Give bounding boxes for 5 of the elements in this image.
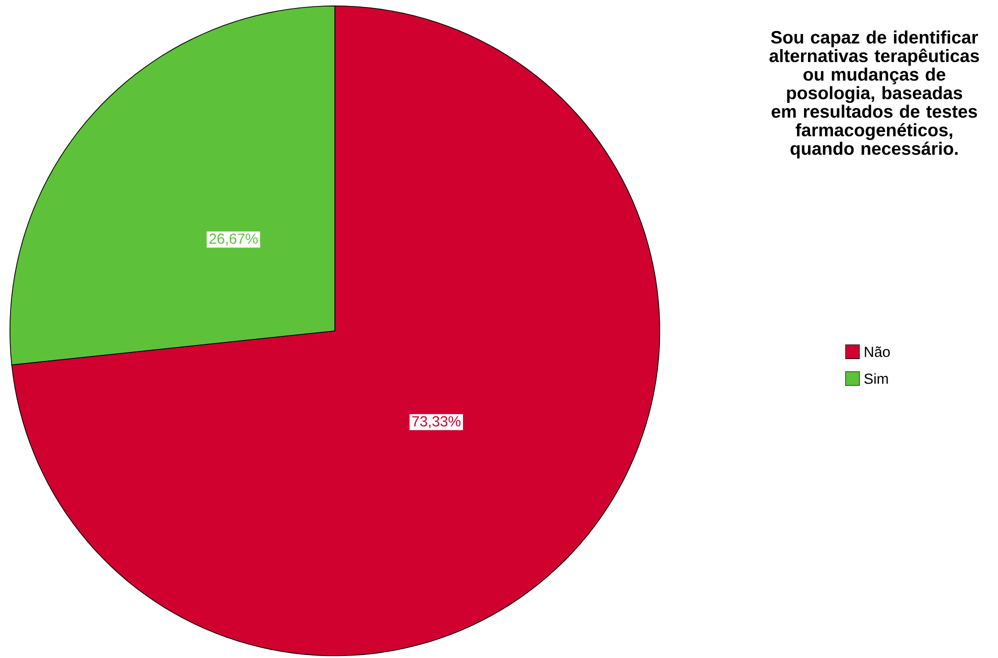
data-label: 26,67% bbox=[209, 234, 258, 246]
legend-label: Sim bbox=[864, 373, 888, 384]
legend-title: Sou capaz de identificar alternativas terapêuticas ou mudanças de posologia, baseadas em resultados de testes farmacogenéticos, quando necessário. bbox=[770, 30, 979, 159]
legend-label: Não bbox=[864, 346, 890, 358]
data-label: 73,33% bbox=[412, 416, 460, 428]
